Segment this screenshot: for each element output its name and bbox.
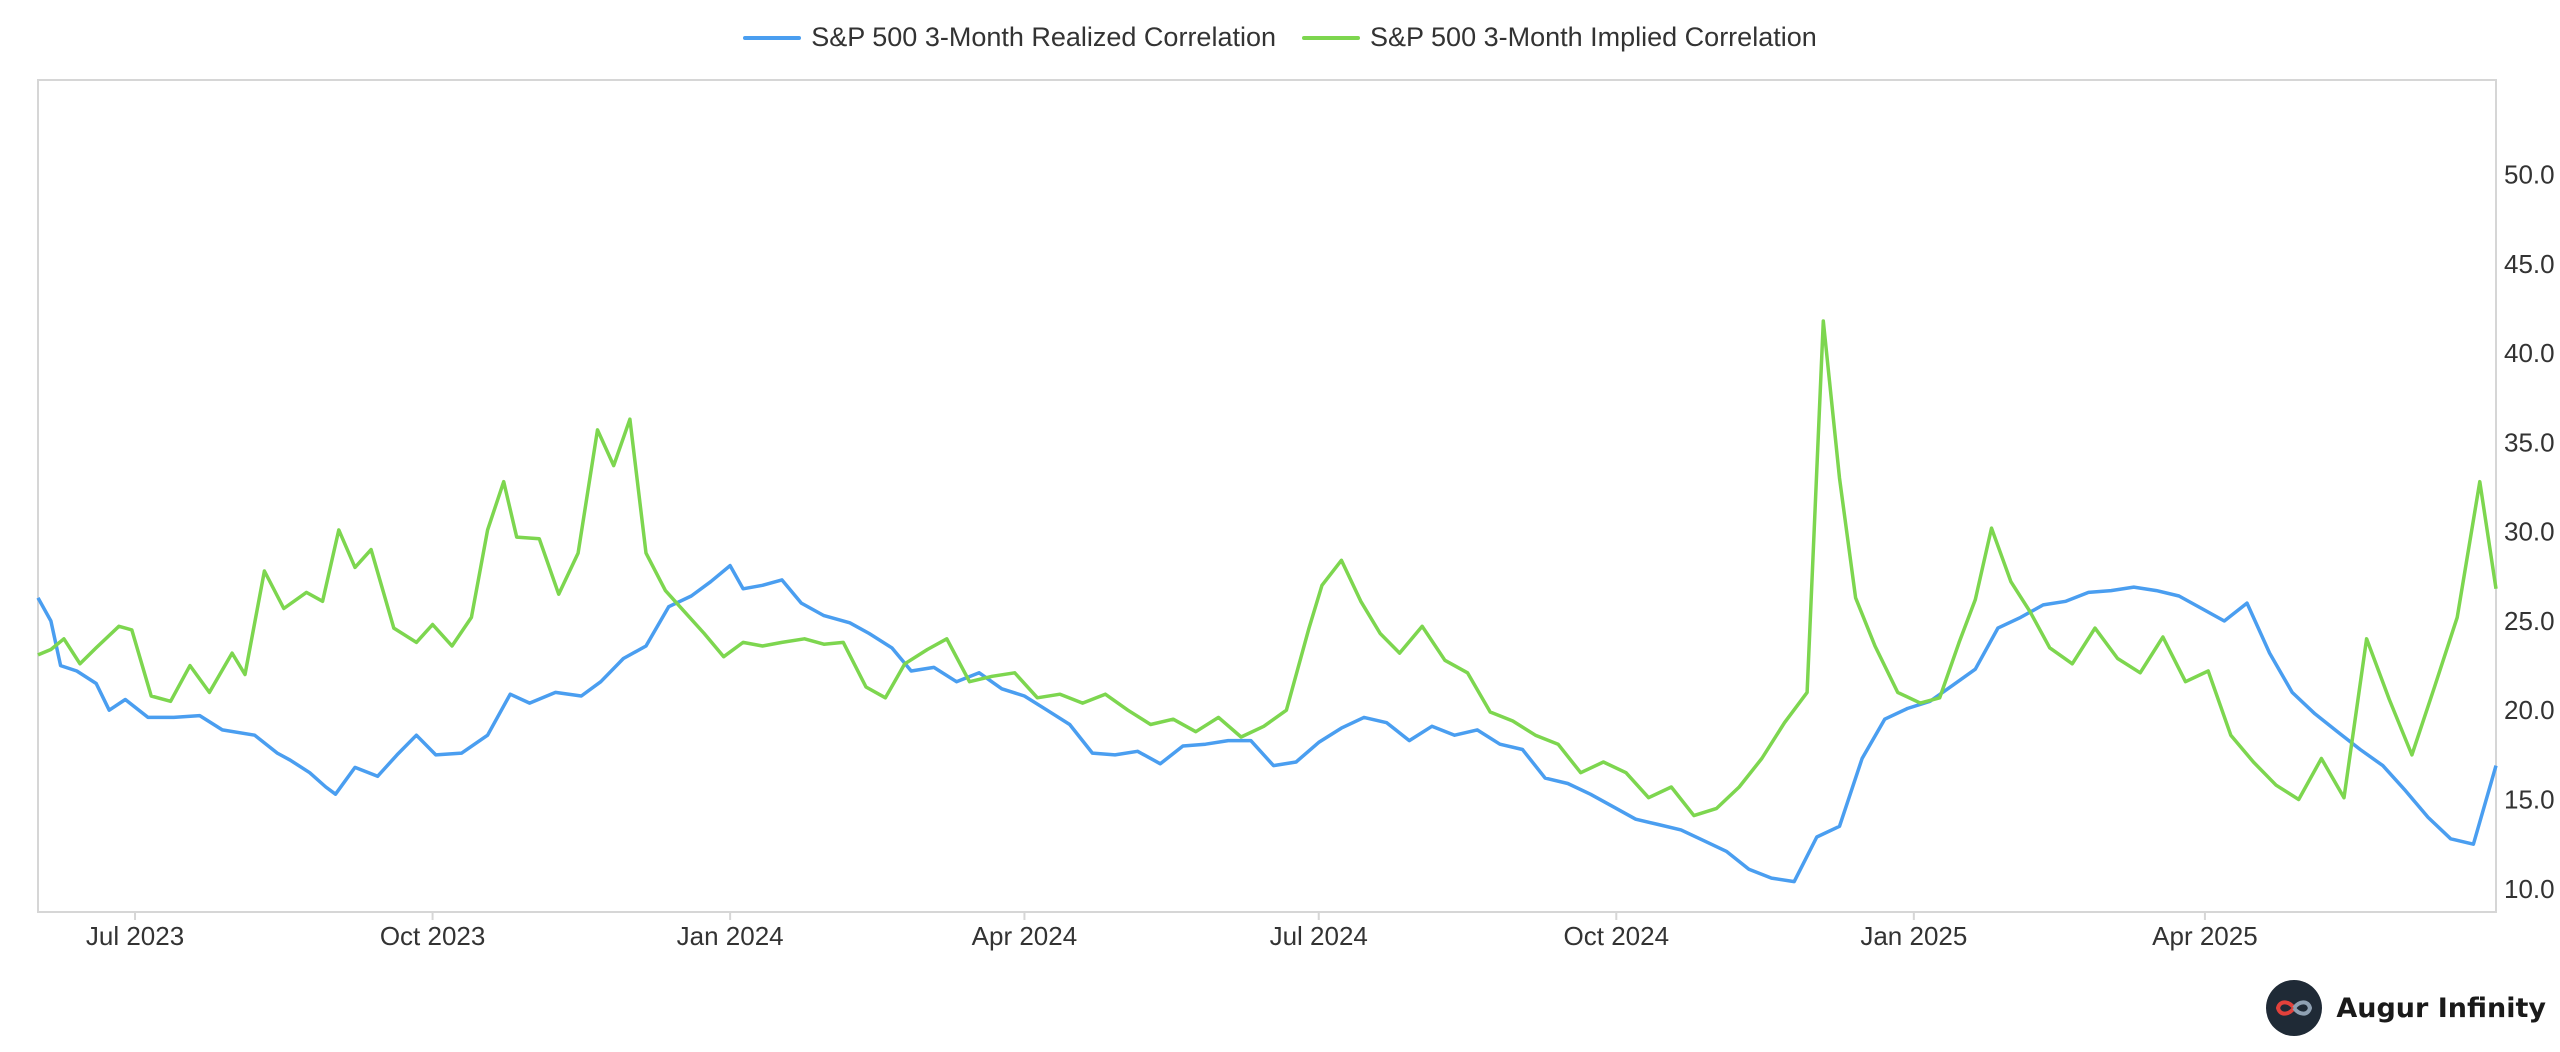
y-tick-label: 30.0 <box>2504 517 2555 547</box>
y-tick-label: 10.0 <box>2504 874 2555 904</box>
brand: Augur Infinity <box>2266 980 2546 1036</box>
x-tick-label: Oct 2024 <box>1564 921 1670 951</box>
legend-label-implied: S&P 500 3-Month Implied Correlation <box>1370 22 1817 52</box>
plot-frame <box>37 79 2497 913</box>
series-line-implied[interactable] <box>37 319 2498 818</box>
x-tick-label: Jul 2023 <box>86 921 184 951</box>
x-tick-label: Jan 2024 <box>677 921 784 951</box>
brand-name: Augur Infinity <box>2336 992 2546 1024</box>
infinity-icon <box>2266 980 2323 1036</box>
legend-swatch-realized <box>743 35 802 40</box>
x-tick-label: Jul 2024 <box>1270 921 1368 951</box>
legend-item-implied[interactable]: S&P 500 3-Month Implied Correlation <box>1302 22 1817 53</box>
y-tick-label: 20.0 <box>2504 695 2555 725</box>
x-axis: Jul 2023 Oct 2023 Jan 2024 Apr 2024 Jul 2024… <box>86 912 2258 951</box>
x-tick-label: Jan 2025 <box>1860 921 1967 951</box>
y-tick-label: 15.0 <box>2504 785 2555 815</box>
y-axis: 10.0 15.0 20.0 25.0 30.0 35.0 40.0 45.0 50.0 <box>2504 160 2555 904</box>
y-tick-label: 45.0 <box>2504 249 2555 279</box>
x-tick-label: Oct 2023 <box>380 921 486 951</box>
y-tick-label: 25.0 <box>2504 606 2555 636</box>
series-layer <box>36 319 2498 884</box>
series-line-realized[interactable] <box>36 563 2498 884</box>
x-tick-label: Apr 2025 <box>2152 921 2258 951</box>
y-tick-label: 35.0 <box>2504 427 2555 457</box>
y-tick-label: 40.0 <box>2504 338 2555 368</box>
legend-label-realized: S&P 500 3-Month Realized Correlation <box>811 22 1276 52</box>
x-tick-label: Apr 2024 <box>972 921 1078 951</box>
y-tick-label: 50.0 <box>2504 160 2555 190</box>
legend-swatch-implied <box>1302 35 1360 40</box>
chart-legend: S&P 500 3-Month Realized Correlation S&P… <box>0 22 2560 53</box>
legend-item-realized[interactable]: S&P 500 3-Month Realized Correlation <box>743 22 1276 53</box>
